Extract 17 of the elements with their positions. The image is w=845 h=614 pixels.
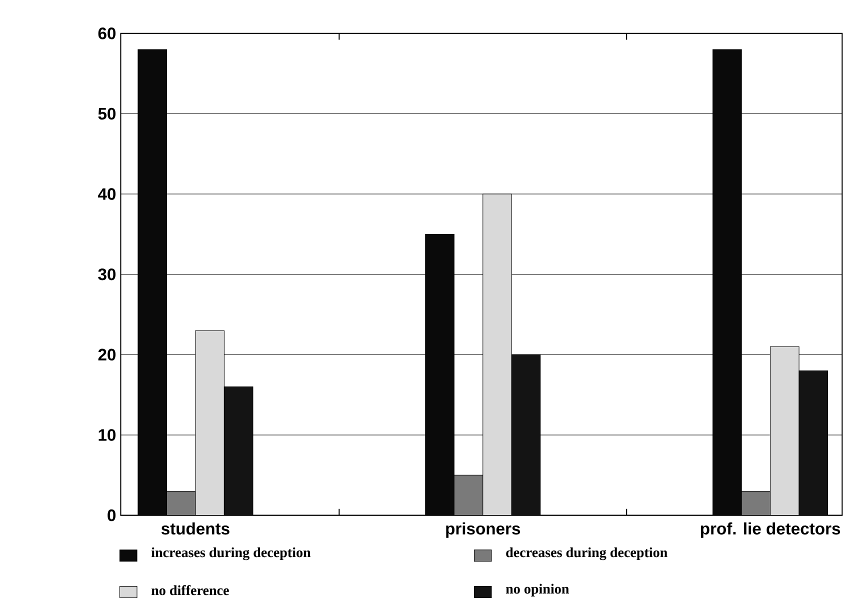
legend-label: no difference: [151, 585, 229, 596]
x-tick-label: students: [161, 522, 230, 535]
y-tick-label: 30: [98, 268, 116, 280]
bar: [454, 474, 484, 516]
x-tick-label: prof. lie detectors: [700, 522, 840, 538]
y-tick-label: 50: [98, 108, 116, 120]
y-tick-label: 60: [98, 27, 116, 40]
legend-label: no opinion: [506, 584, 570, 596]
legend-label: increases during deception: [151, 547, 311, 560]
y-tick-label: 40: [98, 188, 116, 200]
legend-label: decreases during deception: [506, 547, 668, 560]
y-tick-label: 0: [108, 509, 116, 522]
y-tick-label: 10: [98, 429, 116, 441]
y-tick-label: 20: [98, 348, 116, 361]
bar: [166, 490, 196, 516]
bar: [741, 490, 771, 516]
x-tick-label: prisoners: [446, 522, 520, 538]
